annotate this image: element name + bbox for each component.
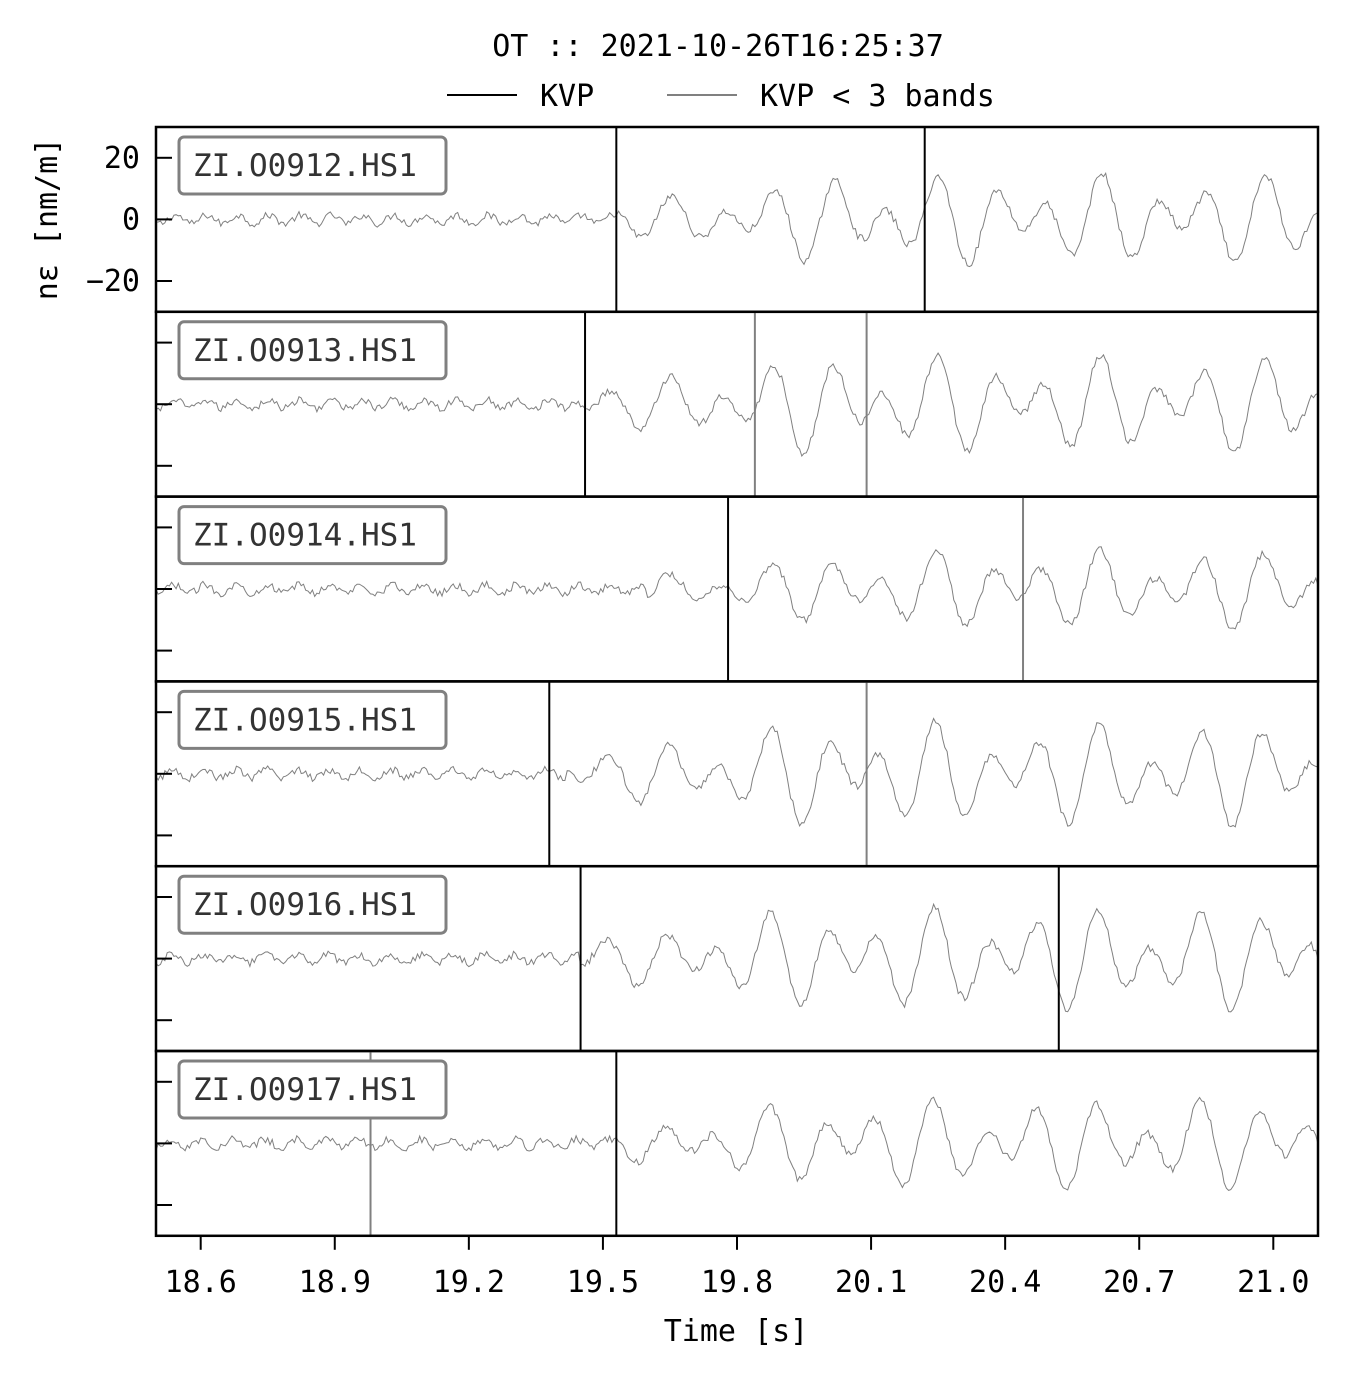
x-tick-label: 21.0: [1237, 1265, 1309, 1300]
station-label-box: [177, 320, 448, 381]
panel-4: ZI.O0915.HS1: [154, 680, 1320, 868]
x-tick-label: 19.8: [701, 1265, 773, 1300]
panel-3: ZI.O0914.HS1: [154, 495, 1320, 683]
chart-title: OT :: 2021-10-26T16:25:37: [492, 29, 944, 64]
station-label-box: [177, 135, 448, 196]
legend-kvp-label: KVP: [540, 79, 594, 114]
y-tick-label: −20: [86, 264, 140, 299]
y-axis-label: nε [nm/m]: [30, 138, 65, 301]
panel-1: 20 0 −20 ZI.O0912.HS1: [86, 125, 1320, 314]
station-label-box: [177, 874, 448, 935]
panels: 20 0 −20 ZI.O0912.HS1 ZI.O0913.HS1 ZI.O0914.H…: [86, 125, 1320, 1300]
station-label-box: [177, 689, 448, 750]
x-tick-label: 18.6: [165, 1265, 237, 1300]
waveform-trace: [155, 902, 1319, 1013]
station-label: ZI.O0913.HS1: [193, 333, 417, 369]
x-tick-label: 18.9: [299, 1265, 371, 1300]
legend: KVP KVP < 3 bands: [447, 79, 995, 114]
y-tick-label: 0: [122, 202, 140, 237]
x-axis-label: Time [s]: [664, 1314, 809, 1349]
station-label: ZI.O0917.HS1: [193, 1072, 417, 1108]
station-label: ZI.O0914.HS1: [193, 518, 417, 554]
station-label: ZI.O0916.HS1: [193, 887, 417, 923]
x-tick-label: 20.1: [835, 1265, 907, 1300]
legend-kvp-lt3-label: KVP < 3 bands: [760, 79, 995, 114]
waveform-trace: [155, 546, 1319, 630]
station-label: ZI.O0912.HS1: [193, 148, 417, 184]
station-label-box: [177, 505, 448, 566]
waveform-trace: [155, 172, 1319, 268]
panel-5: ZI.O0916.HS1: [154, 864, 1320, 1053]
panel-2: ZI.O0913.HS1: [154, 310, 1320, 498]
x-tick-label: 19.5: [567, 1265, 639, 1300]
y-tick-label: 20: [104, 141, 140, 176]
x-tick-label: 20.4: [969, 1265, 1041, 1300]
x-tick-label: 19.2: [433, 1265, 505, 1300]
waveform-trace: [155, 352, 1319, 458]
waveform-trace: [155, 1096, 1319, 1191]
waveform-trace: [155, 717, 1319, 828]
station-label: ZI.O0915.HS1: [193, 702, 417, 738]
station-label-box: [177, 1059, 448, 1120]
x-tick-label: 20.7: [1103, 1265, 1175, 1300]
panel-6: ZI.O0917.HS1: [154, 1049, 1320, 1238]
